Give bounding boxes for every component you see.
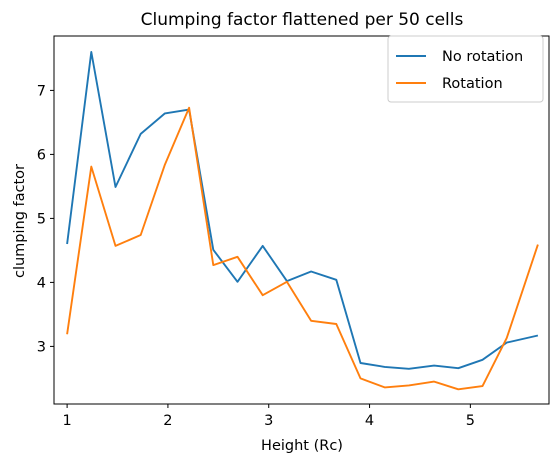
y-tick-label: 3	[37, 339, 46, 355]
x-tick-label: 1	[62, 413, 71, 429]
x-axis-ticks: 1 2 3 4 5	[62, 404, 475, 429]
y-tick-label: 5	[37, 211, 46, 227]
legend-label-rotation: Rotation	[442, 76, 503, 92]
x-tick-label: 3	[264, 413, 273, 429]
series-line-rotation	[66, 106, 539, 391]
y-tick-label: 6	[37, 147, 46, 163]
chart-title: Clumping factor flattened per 50 cells	[141, 10, 464, 30]
plot-area	[53, 35, 550, 405]
x-tick-label: 2	[163, 413, 172, 429]
legend-box	[387, 35, 544, 103]
x-axis-label: Height (Rc)	[261, 438, 343, 454]
legend-label-no-rotation: No rotation	[442, 49, 523, 65]
x-tick-label: 5	[466, 413, 475, 429]
series-layer	[66, 51, 539, 391]
series-line-no-rotation	[66, 51, 539, 370]
y-axis-label: clumping factor	[12, 164, 28, 278]
y-tick-label: 7	[37, 83, 46, 99]
x-tick-label: 4	[365, 413, 374, 429]
axes-frame	[53, 35, 550, 405]
legend: No rotation Rotation	[387, 35, 544, 103]
y-axis-ticks: 3 4 5 6 7	[37, 83, 54, 355]
y-tick-label: 4	[37, 275, 46, 291]
